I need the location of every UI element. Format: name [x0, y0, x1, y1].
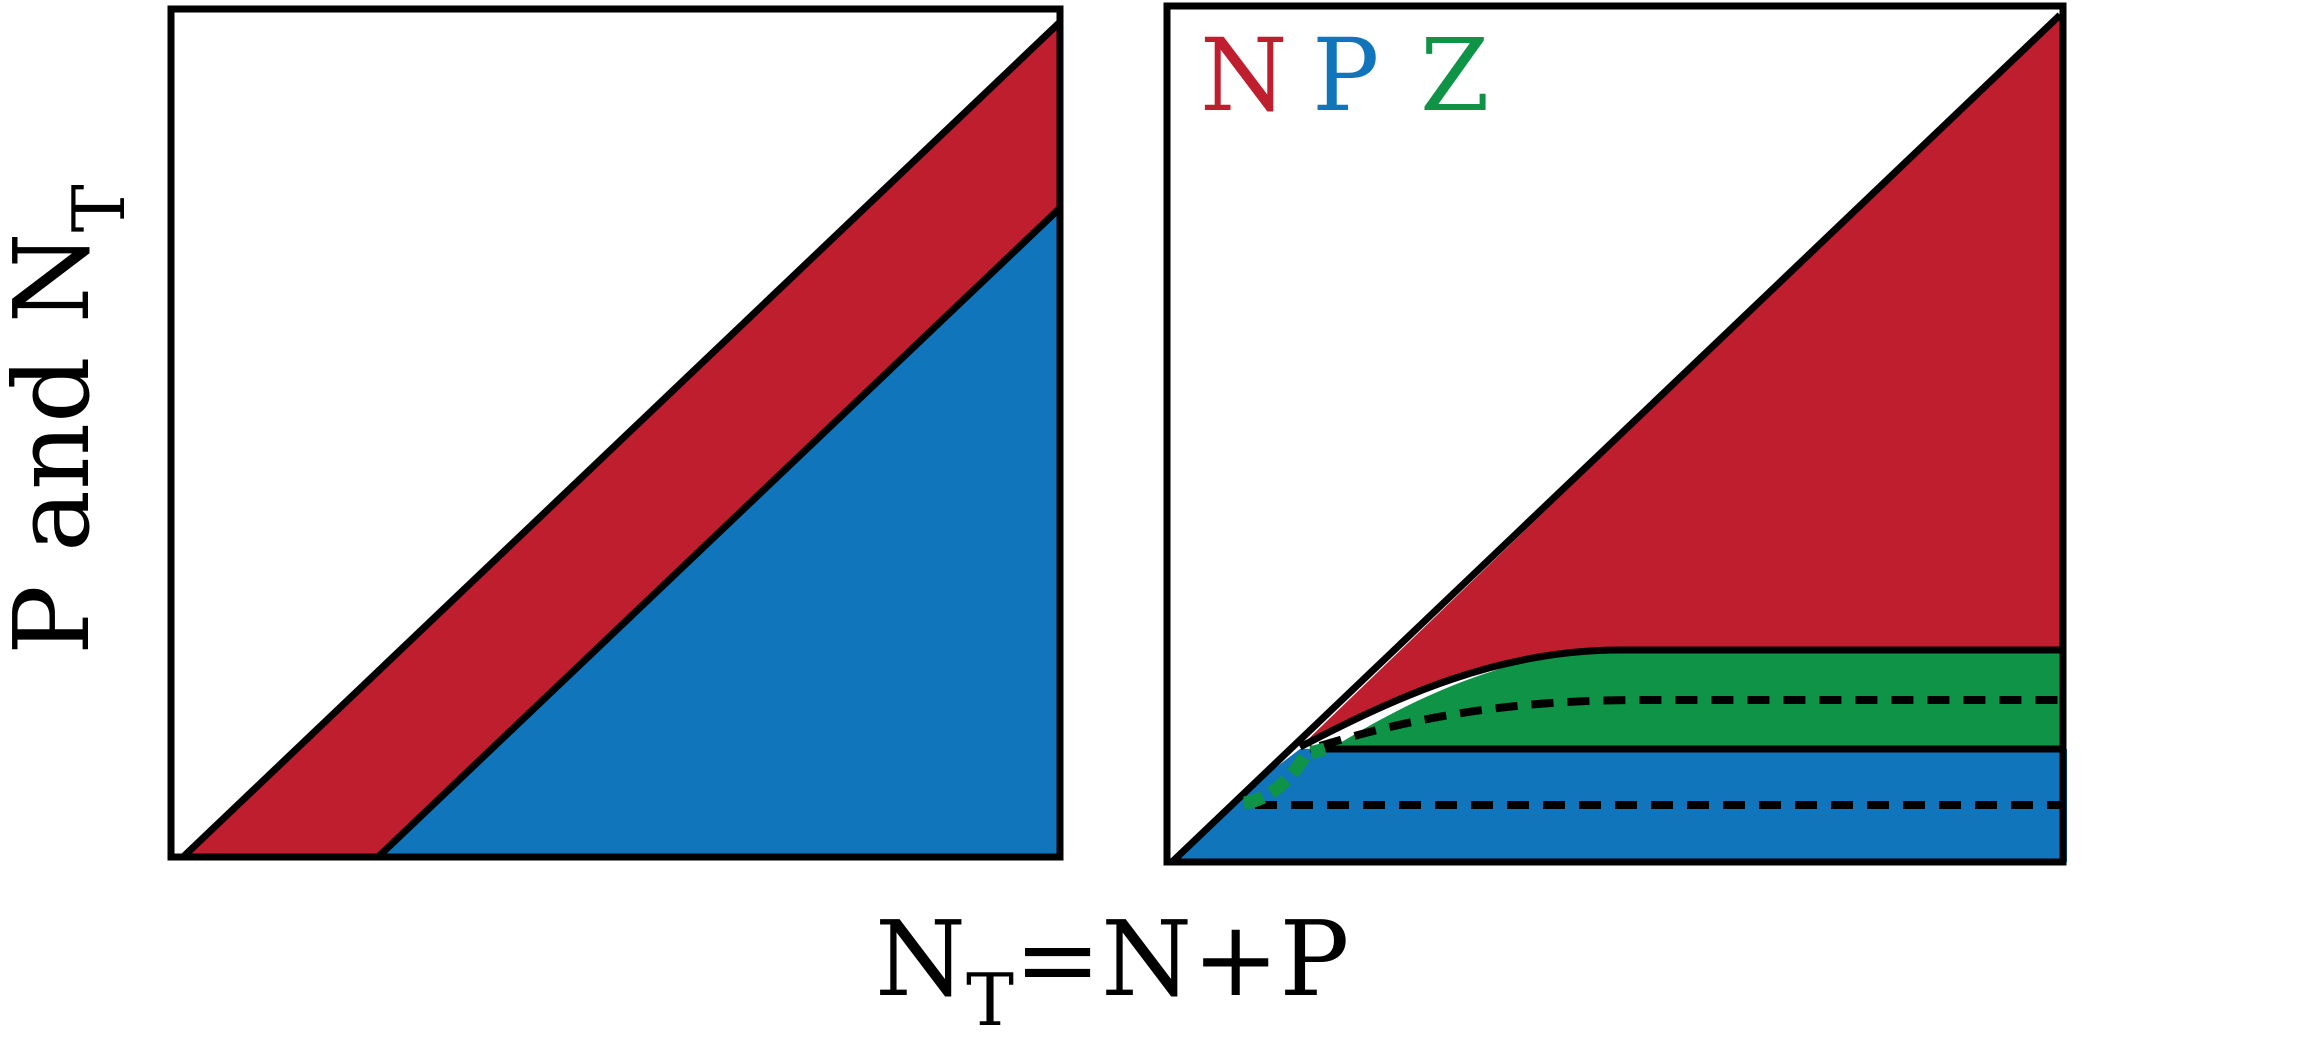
- left-panel: [167, 5, 1064, 861]
- x-axis-label-rest: =N+P: [1014, 898, 1349, 1020]
- legend: N P Z: [1200, 17, 1489, 134]
- y-axis-label-main: P and N: [0, 232, 113, 655]
- y-axis-label-sub: T: [57, 184, 141, 232]
- x-axis-label-sub: T: [966, 958, 1014, 1042]
- green-dotted-segment: [1242, 742, 1327, 810]
- legend-z: Z: [1420, 17, 1489, 134]
- x-axis-label-n: N: [875, 898, 966, 1020]
- svg-text:NT=N+P: NT=N+P: [875, 898, 1349, 1042]
- x-axis-label: NT=N+P: [875, 898, 1349, 1042]
- right-n-z-boundary: [1298, 646, 2063, 751]
- right-frame: [1163, 2, 2067, 866]
- svg-text:P and NT: P and NT: [0, 184, 141, 655]
- right-z-region: [1250, 650, 2060, 787]
- left-p-boundary: [375, 205, 1063, 860]
- upper-dashed-curve: [1318, 696, 2060, 750]
- left-total-line: [180, 19, 1063, 860]
- right-total-line: [1169, 12, 2063, 865]
- legend-n: N: [1200, 17, 1288, 134]
- right-panel: N P Z: [1163, 2, 2067, 866]
- y-axis-label: P and NT: [0, 184, 141, 655]
- left-frame: [167, 5, 1064, 861]
- legend-p: P: [1312, 17, 1379, 134]
